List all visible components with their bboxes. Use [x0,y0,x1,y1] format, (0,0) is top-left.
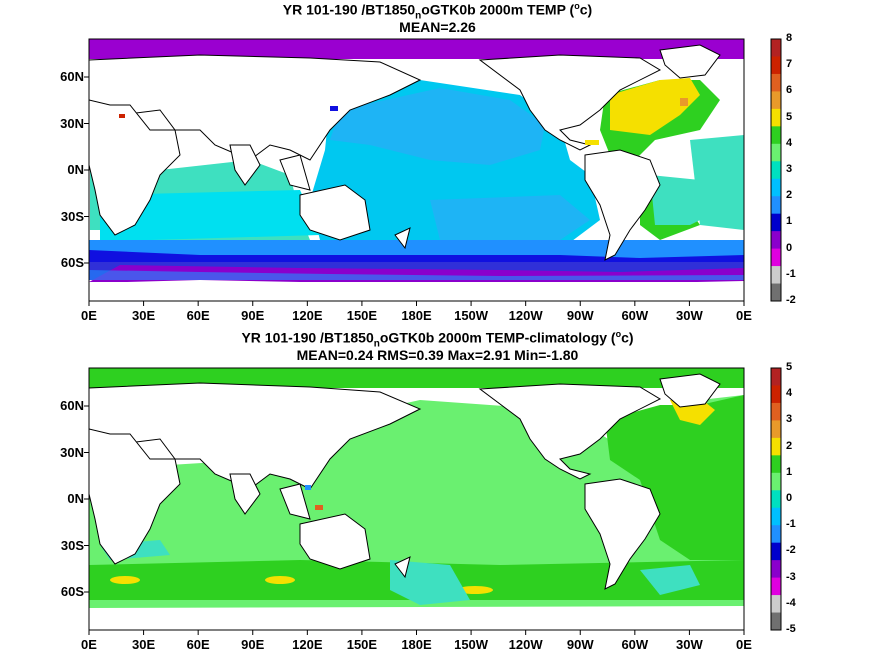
lon-tick-label: 150E [346,308,378,323]
colorbar-swatch [771,490,781,509]
lon-tick-label: 60E [186,308,210,323]
lon-tick-label: 90E [241,308,265,323]
colorbar-tick-label: 6 [786,84,793,97]
lon-tick-label: 0E [81,637,97,652]
colorbar-tick-label: -1 [786,518,796,531]
lon-tick-label: 180E [401,637,432,652]
lon-tick-label: 150W [454,308,489,323]
colorbar-swatch [771,231,781,250]
lon-tick-label: 150E [346,637,378,652]
lon-tick-label: 90E [241,637,265,652]
colorbar-swatch [771,577,781,596]
colorbar-tick-label: 3 [786,413,793,426]
colorbar-swatch [771,507,781,526]
lon-tick-label: 90W [566,637,594,652]
colorbar-tick-label: -3 [786,570,796,583]
panel2-map [89,368,744,630]
colorbar-swatch [771,560,781,579]
colorbar-tick-label: 3 [786,163,793,175]
colorbar-tick-label: 5 [786,361,793,373]
colorbar-swatch [771,266,781,285]
colorbar-swatch [771,402,781,421]
colorbar-swatch [771,213,781,232]
colorbar-swatch [771,39,781,57]
colorbar-swatch [771,126,781,145]
colorbar-swatch [771,178,781,197]
colorbar-swatch [771,612,781,631]
lat-tick-label: 0N [67,162,84,177]
colorbar-swatch [771,161,781,180]
lon-tick-label: 120W [508,637,543,652]
panel1-title: YR 101-190 /BT1850noGTK0b 2000m TEMP (oc… [282,1,593,22]
lat-tick-label: 30S [60,537,84,553]
lat-tick-label: 0N [67,491,84,506]
lat-tick-label: 30N [60,115,84,131]
lon-tick-label: 0E [736,308,752,323]
lon-tick-label: 120E [292,637,323,652]
colorbar-tick-label: -2 [786,544,796,557]
lon-tick-label: 30W [676,637,703,652]
colorbar-tick-label: -2 [786,294,796,306]
colorbar-tick-label: 4 [786,387,793,400]
colorbar-swatch [771,472,781,491]
colorbar-tick-label: 7 [786,58,793,71]
colorbar-swatch [771,368,781,386]
colorbar-swatch [771,542,781,561]
lon-tick-label: 0E [736,637,752,652]
colorbar-swatch [771,420,781,439]
colorbar-tick-label: 0 [786,241,793,254]
colorbar-swatch [771,143,781,162]
lon-tick-label: 30E [132,637,156,652]
colorbar-tick-label: 1 [786,465,793,478]
lat-tick-label: 60N [60,69,84,84]
colorbar-tick-label: 4 [786,136,793,149]
colorbar-swatch [771,283,781,302]
lon-tick-label: 90W [566,308,594,323]
colorbar-swatch [771,525,781,544]
lon-tick-label: 120E [292,308,323,323]
colorbar-swatch [771,437,781,456]
colorbar-tick-label: 0 [786,492,793,504]
colorbar-tick-label: -5 [786,623,796,635]
lat-tick-label: 30S [60,208,84,224]
panel1-stats: MEAN=2.26 [399,19,476,35]
lon-tick-label: 30E [132,308,156,323]
panel1-map [89,39,744,301]
colorbar-swatch [771,73,781,92]
colorbar-swatch [771,108,781,127]
lat-tick-label: 60S [60,255,84,270]
colorbar-tick-label: 8 [786,32,793,44]
colorbar-swatch [771,248,781,267]
colorbar-tick-label: -4 [786,596,796,609]
colorbar-tick-label: 5 [786,110,793,123]
lon-tick-label: 120W [508,308,543,323]
colorbar-swatch [771,455,781,474]
lon-tick-label: 60W [621,308,649,323]
lon-tick-label: 60W [621,637,649,652]
colorbar-swatch [771,91,781,110]
colorbar-tick-label: 1 [786,215,793,228]
colorbar-swatch [771,595,781,614]
lon-tick-label: 150W [454,637,489,652]
panel2-stats: MEAN=0.24 RMS=0.39 Max=2.91 Min=-1.80 [296,347,579,363]
lon-tick-label: 60E [186,637,210,652]
colorbar-swatch [771,56,781,75]
colorbar-swatch [771,385,781,404]
lat-tick-label: 60S [60,584,84,599]
panel1-colorbar [770,38,782,302]
panel2-title: YR 101-190 /BT1850noGTK0b 2000m TEMP-cli… [241,329,634,350]
colorbar-tick-label: 2 [786,189,793,202]
colorbar-swatch [771,196,781,215]
colorbar-tick-label: -1 [786,267,796,280]
lat-tick-label: 60N [60,398,84,413]
lon-tick-label: 30W [676,308,703,323]
lon-tick-label: 180E [401,308,432,323]
lat-tick-label: 30N [60,444,84,460]
panel2-colorbar [770,367,782,631]
axis-ticks [84,76,745,635]
lon-tick-label: 0E [81,308,97,323]
colorbar-tick-label: 2 [786,439,793,452]
